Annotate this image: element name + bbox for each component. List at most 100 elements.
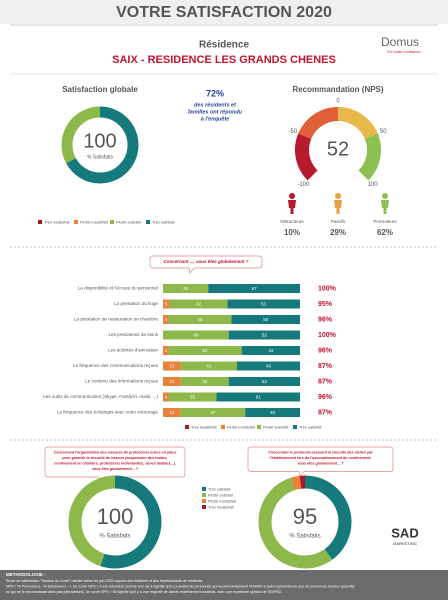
section-title: Recommandation (NPS) [292, 85, 383, 94]
covid-question: confinement en chambre, protections indi… [54, 461, 176, 465]
segment-label: 13 [169, 363, 175, 368]
response-text: à l'enquête [201, 116, 230, 122]
legend-label: Plutôt satisfait [208, 492, 234, 497]
segment-label: 4 [164, 317, 167, 322]
donut-segment [258, 475, 352, 569]
bar-segment [168, 346, 242, 355]
bar-segment [180, 377, 229, 386]
bar-segment [228, 330, 300, 340]
segment-label: 46 [266, 363, 272, 368]
legend-label: Très insatisfait [208, 504, 235, 509]
legend-swatch [110, 220, 114, 224]
residence-name: SAIX - RESIDENCE LES GRANDS CHENES [112, 54, 336, 66]
legend-label: Plutôt insatisfait [227, 424, 256, 429]
bar-segment [231, 315, 300, 324]
detractor-icon [288, 193, 296, 214]
row-label: Les prestations de soins [108, 332, 158, 337]
bar-segment [241, 346, 300, 355]
row-total: 96% [318, 317, 333, 324]
segment-label: 67 [252, 286, 258, 291]
bar-segment [163, 299, 170, 309]
segment-label: 33 [183, 286, 189, 291]
segment-label: 40 [270, 410, 276, 415]
section-title: Satisfaction globale [62, 85, 138, 94]
segment-label: 61 [256, 394, 262, 399]
row-total: 100% [318, 286, 337, 293]
legend-label: Plutôt satisfait [263, 424, 289, 429]
sad-logo: SAD [391, 525, 418, 540]
segment-label: 5 [165, 301, 168, 306]
segment-label: 48 [193, 332, 199, 337]
legend-swatch [293, 425, 297, 429]
bar-segment [163, 330, 229, 340]
bar-segment [168, 315, 232, 324]
nps-value: 52 [327, 138, 349, 160]
nps-group-name: Promoteurs [373, 219, 397, 224]
donut-center-label: % Satisfaits [289, 534, 320, 540]
row-total: 87% [318, 363, 333, 370]
bar-segment [163, 408, 181, 417]
segment-label: 46 [197, 317, 203, 322]
gauge-band [358, 133, 381, 181]
response-rate: 72% [206, 88, 224, 98]
footer-line: NPS = % Promoteurs - % Détracteurs --> U… [6, 584, 355, 588]
row-total: 100% [318, 332, 337, 339]
segment-label: 54 [203, 348, 209, 353]
donut-segment [258, 475, 352, 569]
legend-swatch [202, 499, 206, 503]
segment-label: 42 [196, 301, 202, 306]
gauge-band [295, 133, 318, 181]
segment-label: 43 [268, 348, 274, 353]
footer-heading: METHODOLOGIE : [6, 572, 46, 577]
row-total: 95% [318, 301, 333, 308]
gauge-band [298, 107, 339, 140]
legend-swatch [146, 220, 150, 224]
promoter-icon [381, 193, 389, 214]
covid-question: l'établissement lors de l'assouplissemen… [270, 456, 372, 460]
segment-label: 35 [202, 379, 208, 384]
subtitle: Résidence [199, 40, 249, 51]
covid-question: vous êtes globalement... ? [92, 467, 139, 471]
title: VOTRE SATISFACTION 2020 [116, 4, 332, 21]
callout-bubble [149, 255, 263, 274]
legend-swatch [202, 493, 206, 497]
segment-label: 47 [210, 410, 216, 415]
segment-label: 13 [169, 410, 175, 415]
row-total: 96% [318, 394, 333, 401]
gauge-tick-label: 0 [336, 99, 340, 105]
donut-center-label: % Satisfaits [99, 534, 130, 540]
bar-segment [180, 408, 246, 417]
bar-segment [163, 284, 209, 293]
covid-question: Concernant le protocole assurant la sécu… [268, 450, 373, 454]
bar-segment [236, 361, 300, 371]
segment-label: 50 [263, 317, 269, 322]
row-label: La prestation du linge [114, 301, 158, 306]
legend-swatch [185, 425, 189, 429]
title-band [0, 0, 448, 24]
bar-segment [163, 346, 169, 355]
bar-segment [163, 392, 169, 402]
donut-center: 95 [293, 504, 317, 529]
row-label: La prestation de restauration en chambre [74, 317, 158, 322]
row-label: La fréquence des communications reçues [73, 363, 159, 368]
donut-center-label: % Satisfaits [87, 154, 114, 160]
bar-segment [169, 299, 228, 309]
sad-logo-sub: MARKETING [393, 541, 417, 546]
covid-question: pour garantir la sécurité de chacun (sus… [61, 456, 167, 460]
legend-swatch [257, 425, 261, 429]
logo: Domus [381, 35, 419, 49]
question-prompt: Concernant ..., vous êtes globalement ? [163, 259, 248, 264]
bar-segment [228, 377, 300, 386]
legend-label: Plutôt insatisfait [80, 219, 109, 224]
segment-label: 53 [261, 301, 267, 306]
legend-swatch [221, 425, 225, 429]
bar-segment [163, 315, 169, 324]
nps-group-value: 10% [284, 228, 300, 237]
donut-segment [68, 475, 162, 569]
legend-swatch [74, 220, 78, 224]
bar-segment [208, 284, 300, 293]
legend-label: Plutôt satisfait [116, 219, 142, 224]
gauge-tick-label: 100 [368, 182, 379, 188]
